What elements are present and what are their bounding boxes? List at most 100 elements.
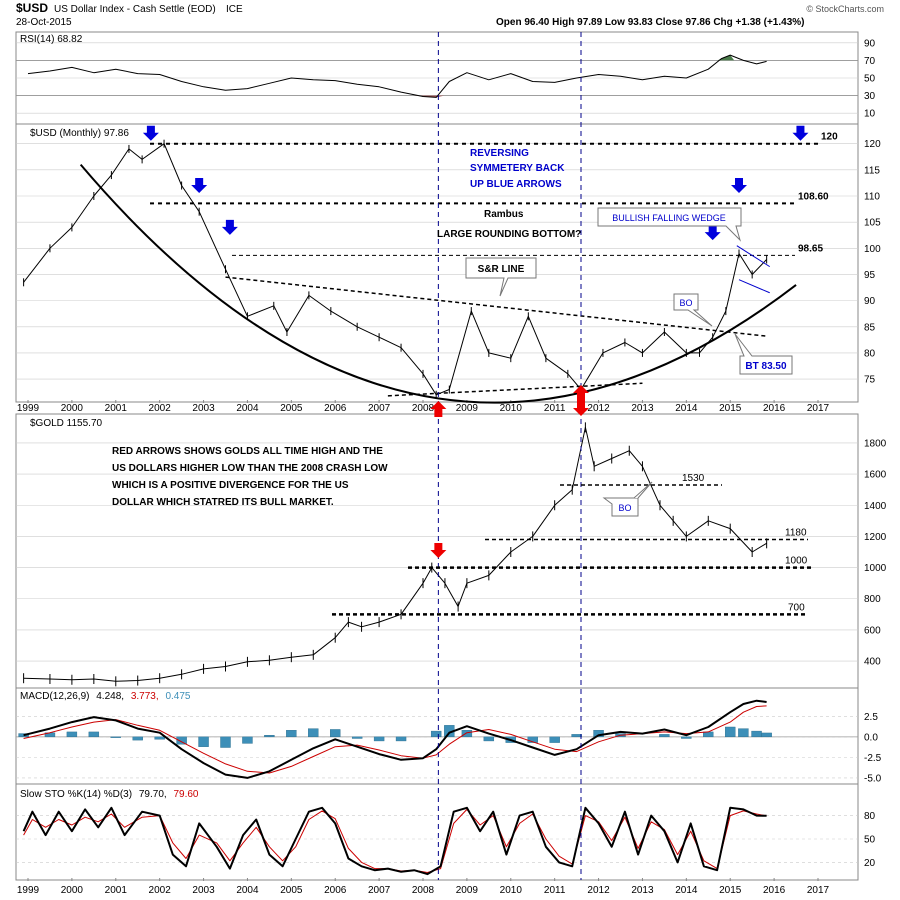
- sr-line-label: S&R LINE: [478, 264, 525, 275]
- usd-xtick-label: 2015: [719, 403, 742, 414]
- bottom-xtick-label: 2001: [105, 885, 128, 896]
- usd-annotations: REVERSING SYMMETERY BACK UP BLUE ARROWS …: [437, 148, 581, 240]
- gold-note: RED ARROWS SHOWS GOLDS ALL TIME HIGH AND…: [112, 446, 388, 508]
- macd-ytick-label: -5.0: [864, 773, 882, 784]
- blue-down-arrow: [704, 225, 721, 241]
- usd-xtick-label: 2014: [675, 403, 698, 414]
- macd-title-prefix: MACD(12,26,9): [20, 691, 89, 702]
- macd-histogram-bar: [549, 736, 560, 743]
- rsi-ytick-label: 30: [864, 91, 876, 102]
- blue-down-arrow: [731, 178, 747, 193]
- bottom-xtick-label: 2004: [236, 885, 259, 896]
- usd-title: $USD (Monthly) 97.86: [30, 128, 129, 139]
- usd-xtick-label: 2001: [105, 403, 128, 414]
- stoch-ytick-label: 20: [864, 858, 876, 869]
- gold-ytick-label: 800: [864, 594, 881, 605]
- usd-xtick-label: 1999: [17, 403, 40, 414]
- usd-ytick-label: 75: [864, 375, 876, 386]
- wedge-callout-box: [597, 207, 742, 242]
- macd-title-value: 4.248,: [96, 691, 124, 702]
- blue-down-arrow: [142, 125, 159, 141]
- macd-histogram-bar: [176, 736, 187, 745]
- gold-ytick-label: 1000: [864, 563, 887, 574]
- gold-title: $GOLD 1155.70: [30, 418, 103, 429]
- usd-ytick-label: 110: [864, 192, 880, 203]
- usd-xtick-label: 2009: [456, 403, 479, 414]
- red-down-arrow: [573, 401, 589, 416]
- macd-histogram-bar: [738, 728, 749, 738]
- bt-callout-box: [734, 333, 793, 375]
- rsi-ytick-label: 90: [864, 38, 876, 49]
- stoch-k-value: 79.70,: [139, 789, 167, 800]
- rsi-ytick-label: 50: [864, 74, 876, 85]
- gold-ytick-label: 1200: [864, 532, 887, 543]
- macd-ytick-label: 0.0: [864, 732, 878, 743]
- reversing-line-1: REVERSING: [470, 148, 529, 159]
- red-up-arrow: [573, 385, 589, 401]
- macd-histogram-bar: [571, 734, 582, 738]
- callouts: S&R LINE BULLISH FALLING WEDGE BO BT 83.…: [465, 207, 793, 517]
- gold-note-line-1: RED ARROWS SHOWS GOLDS ALL TIME HIGH AND…: [112, 446, 383, 457]
- usd-xtick-label: 2003: [192, 403, 215, 414]
- macd-histogram-bar: [308, 728, 319, 738]
- usd-xtick-label: 2017: [807, 403, 830, 414]
- macd-signal-value: 3.773,: [131, 691, 159, 702]
- usd-xtick-label: 2010: [500, 403, 523, 414]
- wedge-lower-line: [738, 279, 770, 294]
- usd-ytick-label: 85: [864, 322, 876, 333]
- gold-ytick-label: 600: [864, 625, 881, 636]
- macd-histogram-bar: [395, 736, 407, 742]
- macd-histogram-bar: [461, 730, 473, 738]
- macd-histogram-bar: [751, 730, 762, 738]
- macd-histogram-bar: [66, 731, 78, 738]
- stoch-k-line: [22, 806, 767, 876]
- bottom-xtick-label: 2012: [587, 885, 610, 896]
- usd-ytick-label: 100: [864, 244, 881, 255]
- usd-bo-callout-box: [673, 293, 713, 327]
- bottom-xtick-label: 2017: [807, 885, 830, 896]
- usd-xtick-label: 2007: [368, 403, 391, 414]
- stoch-ytick-label: 50: [864, 835, 876, 846]
- bottom-xtick-label: 2013: [631, 885, 654, 896]
- rsi-line: [27, 54, 767, 98]
- exchange: ICE: [226, 4, 243, 15]
- usd-xtick-label: 2013: [631, 403, 654, 414]
- usd-xtick-label: 2006: [324, 403, 347, 414]
- sr-line-callout-box: [465, 257, 537, 297]
- bottom-xtick-label: 2010: [500, 885, 523, 896]
- gold-level-label: 1180: [785, 528, 807, 539]
- chart-header: $USD US Dollar Index - Cash Settle (EOD)…: [16, 1, 884, 28]
- usd-xtick-label: 2004: [236, 403, 259, 414]
- gold-ytick-label: 1800: [864, 438, 887, 449]
- red-down-arrow: [430, 543, 447, 558]
- bottom-xtick-label: 2006: [324, 885, 347, 896]
- usd-bo-label: BO: [679, 298, 692, 308]
- macd-histogram-bar: [220, 736, 231, 748]
- macd-histogram-bar: [110, 736, 121, 738]
- rsi-title: RSI(14) 68.82: [20, 34, 83, 45]
- stoch-title: Slow STO %K(14) %D(3) 79.70, 79.60: [20, 789, 199, 800]
- usd-ytick-label: 115: [864, 165, 880, 176]
- gold-ytick-label: 1400: [864, 501, 887, 512]
- stoch-title-prefix: Slow STO %K(14) %D(3): [20, 789, 132, 800]
- bottom-xtick-label: 2009: [456, 885, 479, 896]
- bottom-xtick-label: 2011: [544, 885, 566, 896]
- usd-ytick-label: 90: [864, 296, 876, 307]
- gold-level-label: 1530: [682, 473, 705, 484]
- usd-bo-callout: BO: [673, 293, 713, 327]
- macd-histogram-bar: [242, 736, 253, 744]
- gold-bo-callout: BO: [602, 481, 653, 517]
- macd-histogram-bar: [725, 726, 736, 738]
- macd-histogram-bar: [132, 736, 143, 741]
- macd-histogram-bar: [373, 736, 385, 742]
- usd-level-label: 108.60: [798, 191, 829, 202]
- stoch-d-value: 79.60: [173, 789, 198, 800]
- blue-down-arrow: [221, 219, 238, 235]
- instrument-name: US Dollar Index - Cash Settle (EOD): [54, 4, 216, 15]
- usd-xtick-label: 2005: [280, 403, 303, 414]
- wedge-callout: BULLISH FALLING WEDGE: [597, 207, 742, 242]
- macd-histogram-bar: [681, 736, 692, 739]
- macd-title: MACD(12,26,9) 4.248, 3.773, 0.475: [20, 691, 191, 702]
- fill-layer: [415, 55, 735, 98]
- macd-ytick-label: -2.5: [864, 753, 882, 764]
